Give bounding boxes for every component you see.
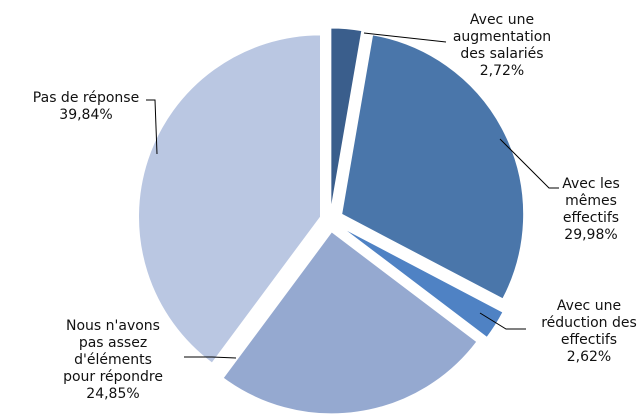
slice-label-pas-de-reponse: Pas de réponse 39,84% <box>33 90 139 123</box>
slice-value-label: 24,85% <box>86 386 139 402</box>
slice-label-line: réduction des <box>541 315 637 331</box>
leader-line-pas-de-reponse <box>146 99 158 155</box>
slice-label-line: mêmes <box>565 193 617 209</box>
slice-label-avec-une-reduction-des-effectifs: Avec une réduction des effectifs 2,62% <box>541 298 637 365</box>
slice-label-line: des salariés <box>460 46 543 62</box>
slice-label-line: Nous n'avons <box>66 318 160 334</box>
slice-label-line: pas assez <box>79 335 147 351</box>
leader-line-nous-n-avons-pas-assez-d-elements-pour-repondre <box>184 356 237 359</box>
slice-label-avec-les-memes-effectifs: Avec les mêmes effectifs 29,98% <box>562 176 620 243</box>
slice-avec-une-augmentation-des-salaries <box>330 27 363 211</box>
slice-label-line: d'éléments <box>74 352 152 368</box>
slice-value-label: 29,98% <box>564 227 617 243</box>
slice-value-label: 39,84% <box>59 107 112 123</box>
slice-value-label: 2,62% <box>567 349 611 365</box>
slice-label-line: augmentation <box>453 29 551 45</box>
slice-label-avec-une-augmentation-des-salaries: Avec une augmentation des salariés 2,72% <box>453 12 551 79</box>
slice-pas-de-reponse <box>138 34 322 364</box>
leader-line-avec-une-augmentation-des-salaries <box>363 32 447 43</box>
slice-nous-n-avons-pas-assez-d-elements-pour-repondre <box>222 231 478 415</box>
slice-label-line: Avec une <box>470 12 534 28</box>
slice-labels: Avec une augmentation des salariés 2,72%Ave… <box>33 12 637 402</box>
slice-label-nous-n-avons-pas-assez-d-elements-pour-repondre: Nous n'avons pas assez d'éléments pour répo… <box>63 318 163 402</box>
leader-line-avec-une-reduction-des-effectifs <box>479 312 526 330</box>
slice-avec-une-reduction-des-effectifs <box>341 227 504 339</box>
slice-label-line: effectifs <box>561 332 617 348</box>
leader-lines <box>146 32 559 359</box>
slice-label-line: Avec les <box>562 176 620 192</box>
slice-value-label: 2,72% <box>480 63 524 79</box>
slice-label-line: pour répondre <box>63 369 163 385</box>
pie-slices <box>138 27 525 415</box>
slice-label-line: effectifs <box>563 210 619 226</box>
leader-line-avec-les-memes-effectifs <box>499 138 559 189</box>
slice-avec-les-memes-effectifs <box>341 34 525 300</box>
slice-label-line: Pas de réponse <box>33 90 139 106</box>
slice-label-line: Avec une <box>557 298 621 314</box>
